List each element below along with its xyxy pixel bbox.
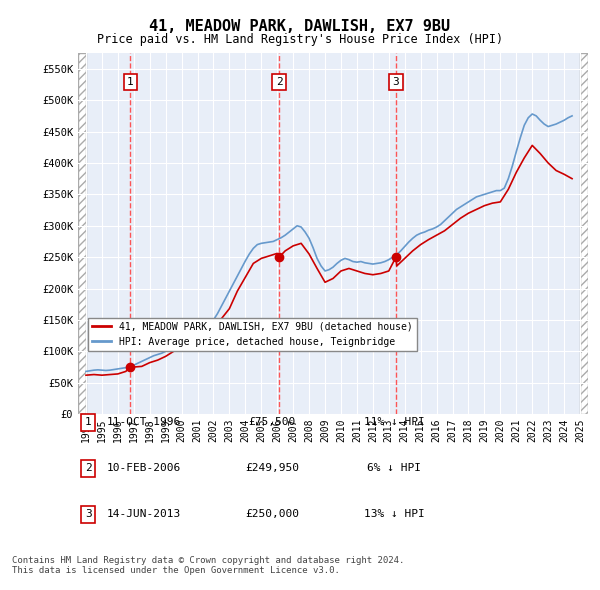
Text: 1: 1 <box>85 417 92 427</box>
Text: 2: 2 <box>85 463 92 473</box>
Text: 6% ↓ HPI: 6% ↓ HPI <box>367 463 421 473</box>
Text: 10-FEB-2006: 10-FEB-2006 <box>107 463 181 473</box>
Legend: 41, MEADOW PARK, DAWLISH, EX7 9BU (detached house), HPI: Average price, detached: 41, MEADOW PARK, DAWLISH, EX7 9BU (detac… <box>88 318 417 350</box>
Text: £250,000: £250,000 <box>245 509 299 519</box>
Text: 1: 1 <box>127 77 134 87</box>
Text: 2: 2 <box>276 77 283 87</box>
Text: 13% ↓ HPI: 13% ↓ HPI <box>364 509 425 519</box>
Text: Price paid vs. HM Land Registry's House Price Index (HPI): Price paid vs. HM Land Registry's House … <box>97 33 503 46</box>
Text: 3: 3 <box>85 509 92 519</box>
Text: £75,500: £75,500 <box>248 417 295 427</box>
Text: 14-JUN-2013: 14-JUN-2013 <box>107 509 181 519</box>
Text: 11% ↓ HPI: 11% ↓ HPI <box>364 417 425 427</box>
Text: 11-OCT-1996: 11-OCT-1996 <box>107 417 181 427</box>
Text: £249,950: £249,950 <box>245 463 299 473</box>
Text: Contains HM Land Registry data © Crown copyright and database right 2024.
This d: Contains HM Land Registry data © Crown c… <box>12 556 404 575</box>
Bar <box>580 53 588 414</box>
Text: 41, MEADOW PARK, DAWLISH, EX7 9BU: 41, MEADOW PARK, DAWLISH, EX7 9BU <box>149 19 451 34</box>
Bar <box>78 53 86 414</box>
Text: 3: 3 <box>392 77 400 87</box>
